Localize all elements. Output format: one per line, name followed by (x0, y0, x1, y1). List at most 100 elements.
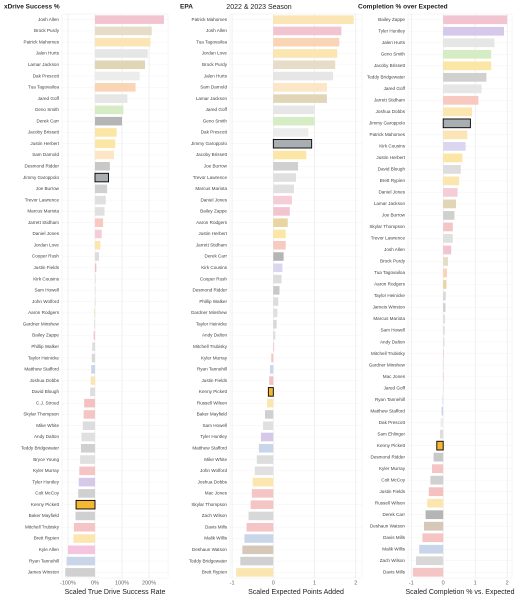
y-tick-label: Davis Mills (383, 535, 406, 540)
y-tick-label: David Blough (32, 389, 60, 394)
bar (94, 139, 116, 149)
bar (273, 94, 327, 103)
y-tick-label: Brett Rypien (34, 536, 60, 541)
panel-title: Completion % over Expected (358, 4, 448, 11)
bar (83, 410, 95, 419)
y-tick-label: Brock Purdy (202, 62, 228, 67)
y-tick-label: Mac Jones (205, 491, 228, 496)
y-tick-label: Justin Fields (33, 265, 59, 270)
y-tick-label: Jared Goff (384, 86, 406, 91)
bar (443, 291, 446, 301)
y-tick-label: Cooper Rush (200, 276, 228, 281)
y-tick-label: Tyler Huntley (32, 479, 60, 484)
y-tick-label: Aaron Rodgers (28, 310, 60, 315)
bar (94, 161, 110, 171)
bar (443, 141, 466, 151)
bar (273, 308, 278, 318)
y-tick-label: David Blough (378, 167, 406, 172)
y-tick-label: Baker Mayfield (29, 513, 60, 518)
bar (443, 314, 446, 324)
y-tick-label: Sam Howell (34, 288, 59, 293)
bar (436, 440, 444, 451)
bar (272, 138, 313, 149)
y-tick-label: Jarrett Stidham (374, 98, 405, 103)
bar (432, 464, 444, 474)
y-tick-label: Lamar Jackson (374, 201, 406, 206)
y-tick-label: Marcus Mariota (195, 186, 227, 191)
bar (94, 184, 108, 194)
y-tick-label: Jacoby Brissett (28, 130, 60, 135)
y-tick-label: Dak Prescott (379, 420, 406, 425)
y-tick-label: Joshua Dobbs (376, 109, 406, 114)
chart-title: 2022 & 2023 Season (226, 4, 291, 11)
x-axis-label: Scaled Completion % vs. Expected (406, 589, 515, 596)
y-tick-label: Geno Smith (35, 107, 60, 112)
x-tick-label: 0% (91, 580, 99, 586)
bar (273, 83, 327, 92)
y-tick-label: Kirk Cousins (379, 144, 405, 149)
bar (94, 83, 136, 92)
bar (94, 15, 164, 24)
y-tick-label: Tyler Huntley (200, 434, 228, 439)
y-tick-label: Aaron Rodgers (196, 220, 228, 225)
y-tick-label: Matthew Stafford (192, 445, 227, 450)
bar (443, 130, 468, 140)
bar (425, 510, 444, 520)
bar (236, 568, 274, 577)
y-tick-label: Mitchell Trubisky (25, 524, 60, 529)
y-tick-label: Geno Smith (381, 52, 406, 57)
y-tick-label: Russell Wilson (197, 400, 228, 405)
y-tick-label: Dak Prescott (201, 130, 228, 135)
panel-title: xDrive Success % (4, 4, 60, 11)
y-tick-label: Brock Purdy (34, 28, 60, 33)
y-tick-label: Sam Howell (380, 328, 405, 333)
y-tick-label: Jalen Hurts (36, 51, 60, 56)
bar (273, 218, 288, 227)
y-tick-label: Marcus Mariota (373, 316, 405, 321)
bar (273, 184, 294, 194)
y-tick-label: Justin Herbert (376, 155, 405, 160)
bar (80, 455, 95, 464)
y-tick-label: Brock Purdy (380, 259, 406, 264)
y-tick-label: Deshaun Watson (192, 547, 228, 552)
y-tick-label: Jimmy Garoppolo (369, 121, 405, 126)
y-tick-label: Patrick Mahomes (370, 132, 406, 137)
bar (94, 240, 101, 250)
y-tick-label: Jordan Love (34, 242, 60, 247)
y-tick-label: C.J. Stroud (36, 400, 59, 405)
y-tick-label: Taylor Heinicke (374, 293, 406, 298)
y-tick-label: Jordan Love (202, 51, 228, 56)
bar (94, 37, 151, 47)
bar (443, 176, 460, 186)
bar (263, 421, 274, 431)
bar (443, 61, 492, 71)
y-tick-label: Zach Wilson (202, 513, 228, 518)
bar (443, 349, 444, 358)
bar (273, 297, 279, 306)
bar (273, 26, 342, 36)
bar (267, 387, 274, 397)
bar (273, 331, 276, 340)
bar (94, 308, 96, 318)
y-tick-label: Joe Burrow (36, 186, 60, 191)
bar (260, 432, 274, 442)
y-tick-label: Malik Willis (204, 536, 227, 541)
bar (94, 60, 146, 70)
y-tick-label: Gardner Minshew (23, 321, 60, 326)
y-tick-label: Bryce Young (33, 457, 59, 462)
bar (94, 252, 100, 261)
x-tick-label: 2 (506, 580, 509, 586)
bar (73, 522, 95, 532)
y-tick-label: Teddy Bridgewater (21, 445, 60, 450)
bar (248, 511, 274, 521)
y-tick-label: Geno Smith (203, 118, 228, 123)
y-tick-label: Jared Goff (384, 385, 406, 390)
bar (428, 487, 444, 497)
y-tick-label: Tua Tagovailoa (374, 270, 405, 275)
y-tick-label: Andy Dalton (202, 333, 227, 338)
bar (242, 545, 274, 555)
bar (273, 240, 286, 250)
bar (256, 455, 274, 464)
y-tick-label: Justin Herbert (198, 231, 227, 236)
